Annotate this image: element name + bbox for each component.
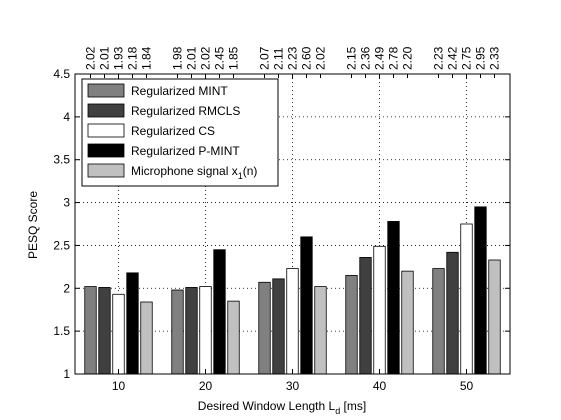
top-value-label: 2.23 [432, 46, 446, 70]
x-axis-label: Desired Window Length Ld [ms] [198, 399, 366, 416]
legend-label-subscript: 1 [238, 171, 243, 181]
legend-swatch [87, 103, 125, 118]
bar [84, 286, 97, 375]
legend-label: Regularized RMCLS [131, 104, 240, 118]
top-value-label: 2.23 [286, 46, 300, 70]
top-value-label: 2.02 [84, 46, 98, 70]
axis-ticks [75, 73, 510, 375]
legend-entries: Regularized MINT Regularized RMCLS Regular… [87, 83, 257, 181]
bar [300, 236, 313, 375]
top-value-label: 1.84 [140, 46, 154, 70]
bar [199, 286, 212, 375]
legend-swatch [87, 163, 125, 178]
legend-swatch [87, 83, 125, 98]
x-axis-label-subscript: d [335, 406, 340, 416]
x-tick-label: 50 [460, 379, 474, 393]
y-tick-labels: 1 1.5 2 2.5 3 3.5 4 4.5 [53, 67, 70, 381]
bar [112, 293, 125, 375]
y-tick-label: 4.5 [53, 67, 70, 81]
top-value-label: 2.02 [314, 46, 328, 70]
bar [126, 272, 139, 375]
x-axis-label-units: [ms] [340, 399, 366, 413]
legend-label: Microphone signal x1(n) [131, 164, 257, 181]
x-tick-label: 20 [199, 379, 213, 393]
bar [359, 257, 372, 375]
x-tick-label: 30 [286, 379, 300, 393]
bar [488, 259, 501, 375]
x-tick-label: 40 [373, 379, 387, 393]
y-tick-label: 4 [63, 110, 70, 124]
y-tick-label: 1 [63, 367, 70, 381]
bar [314, 286, 327, 375]
bar [286, 268, 299, 375]
legend-label-main: Regularized CS [131, 124, 215, 138]
bar [227, 300, 240, 375]
top-value-label: 2.01 [98, 46, 112, 70]
y-tick-label: 3.5 [53, 153, 70, 167]
bar [432, 268, 445, 375]
legend-swatch [87, 143, 125, 158]
y-axis-label: PESQ Score [26, 191, 40, 259]
top-value-label: 2.78 [387, 46, 401, 70]
top-value-label: 2.15 [345, 46, 359, 70]
bar [401, 270, 414, 375]
bar [474, 206, 487, 375]
top-value-label: 2.45 [213, 46, 227, 70]
top-value-label: 2.33 [488, 46, 502, 70]
bar [387, 221, 400, 375]
top-value-label: 2.75 [460, 46, 474, 70]
bar [258, 281, 271, 375]
top-value-label: 1.93 [112, 46, 126, 70]
bar [213, 249, 226, 375]
legend: Regularized MINT Regularized RMCLS Regular… [81, 78, 279, 187]
bar [171, 289, 184, 375]
top-value-label: 1.85 [227, 46, 241, 70]
legend-swatch [87, 123, 125, 138]
bar [140, 301, 153, 375]
x-tick-label: 10 [112, 379, 126, 393]
top-value-label: 2.01 [185, 46, 199, 70]
bar [446, 251, 459, 375]
top-value-labels: 2.02 2.01 1.93 2.18 1.84 1.98 2.01 2.02 2.45 1.85… [84, 46, 502, 70]
top-value-label: 2.36 [359, 46, 373, 70]
bars [84, 206, 501, 375]
bar [185, 287, 198, 375]
legend-label-main: Regularized RMCLS [131, 104, 240, 118]
x-axis-label-main: Desired Window Length L [198, 399, 336, 413]
y-tick-label: 3 [63, 196, 70, 210]
legend-label-main: Microphone signal x [131, 164, 238, 178]
x-tick-labels: 10 20 30 40 50 [112, 379, 474, 393]
legend-label-main: Regularized P-MINT [131, 144, 240, 158]
legend-label: Regularized MINT [131, 84, 228, 98]
y-tick-label: 2.5 [53, 238, 70, 252]
y-tick-label: 1.5 [53, 324, 70, 338]
y-tick-label: 2 [63, 281, 70, 295]
top-value-label: 2.02 [199, 46, 213, 70]
top-value-label: 2.20 [401, 46, 415, 70]
top-value-label: 2.07 [258, 46, 272, 70]
bar [460, 223, 473, 375]
top-value-label: 2.49 [373, 46, 387, 70]
bar [272, 278, 285, 375]
legend-label-suffix: (n) [243, 164, 258, 178]
legend-label-main: Regularized MINT [131, 84, 228, 98]
top-value-label: 2.11 [272, 47, 286, 70]
legend-label: Regularized CS [131, 124, 215, 138]
bar [345, 275, 358, 375]
top-value-label: 2.95 [474, 46, 488, 70]
top-value-label: 2.60 [300, 46, 314, 70]
top-value-label: 1.98 [171, 46, 185, 70]
top-value-label: 2.42 [446, 46, 460, 70]
legend-label: Regularized P-MINT [131, 144, 240, 158]
bar [98, 287, 111, 375]
top-value-label: 2.18 [126, 46, 140, 70]
bar [373, 245, 386, 375]
